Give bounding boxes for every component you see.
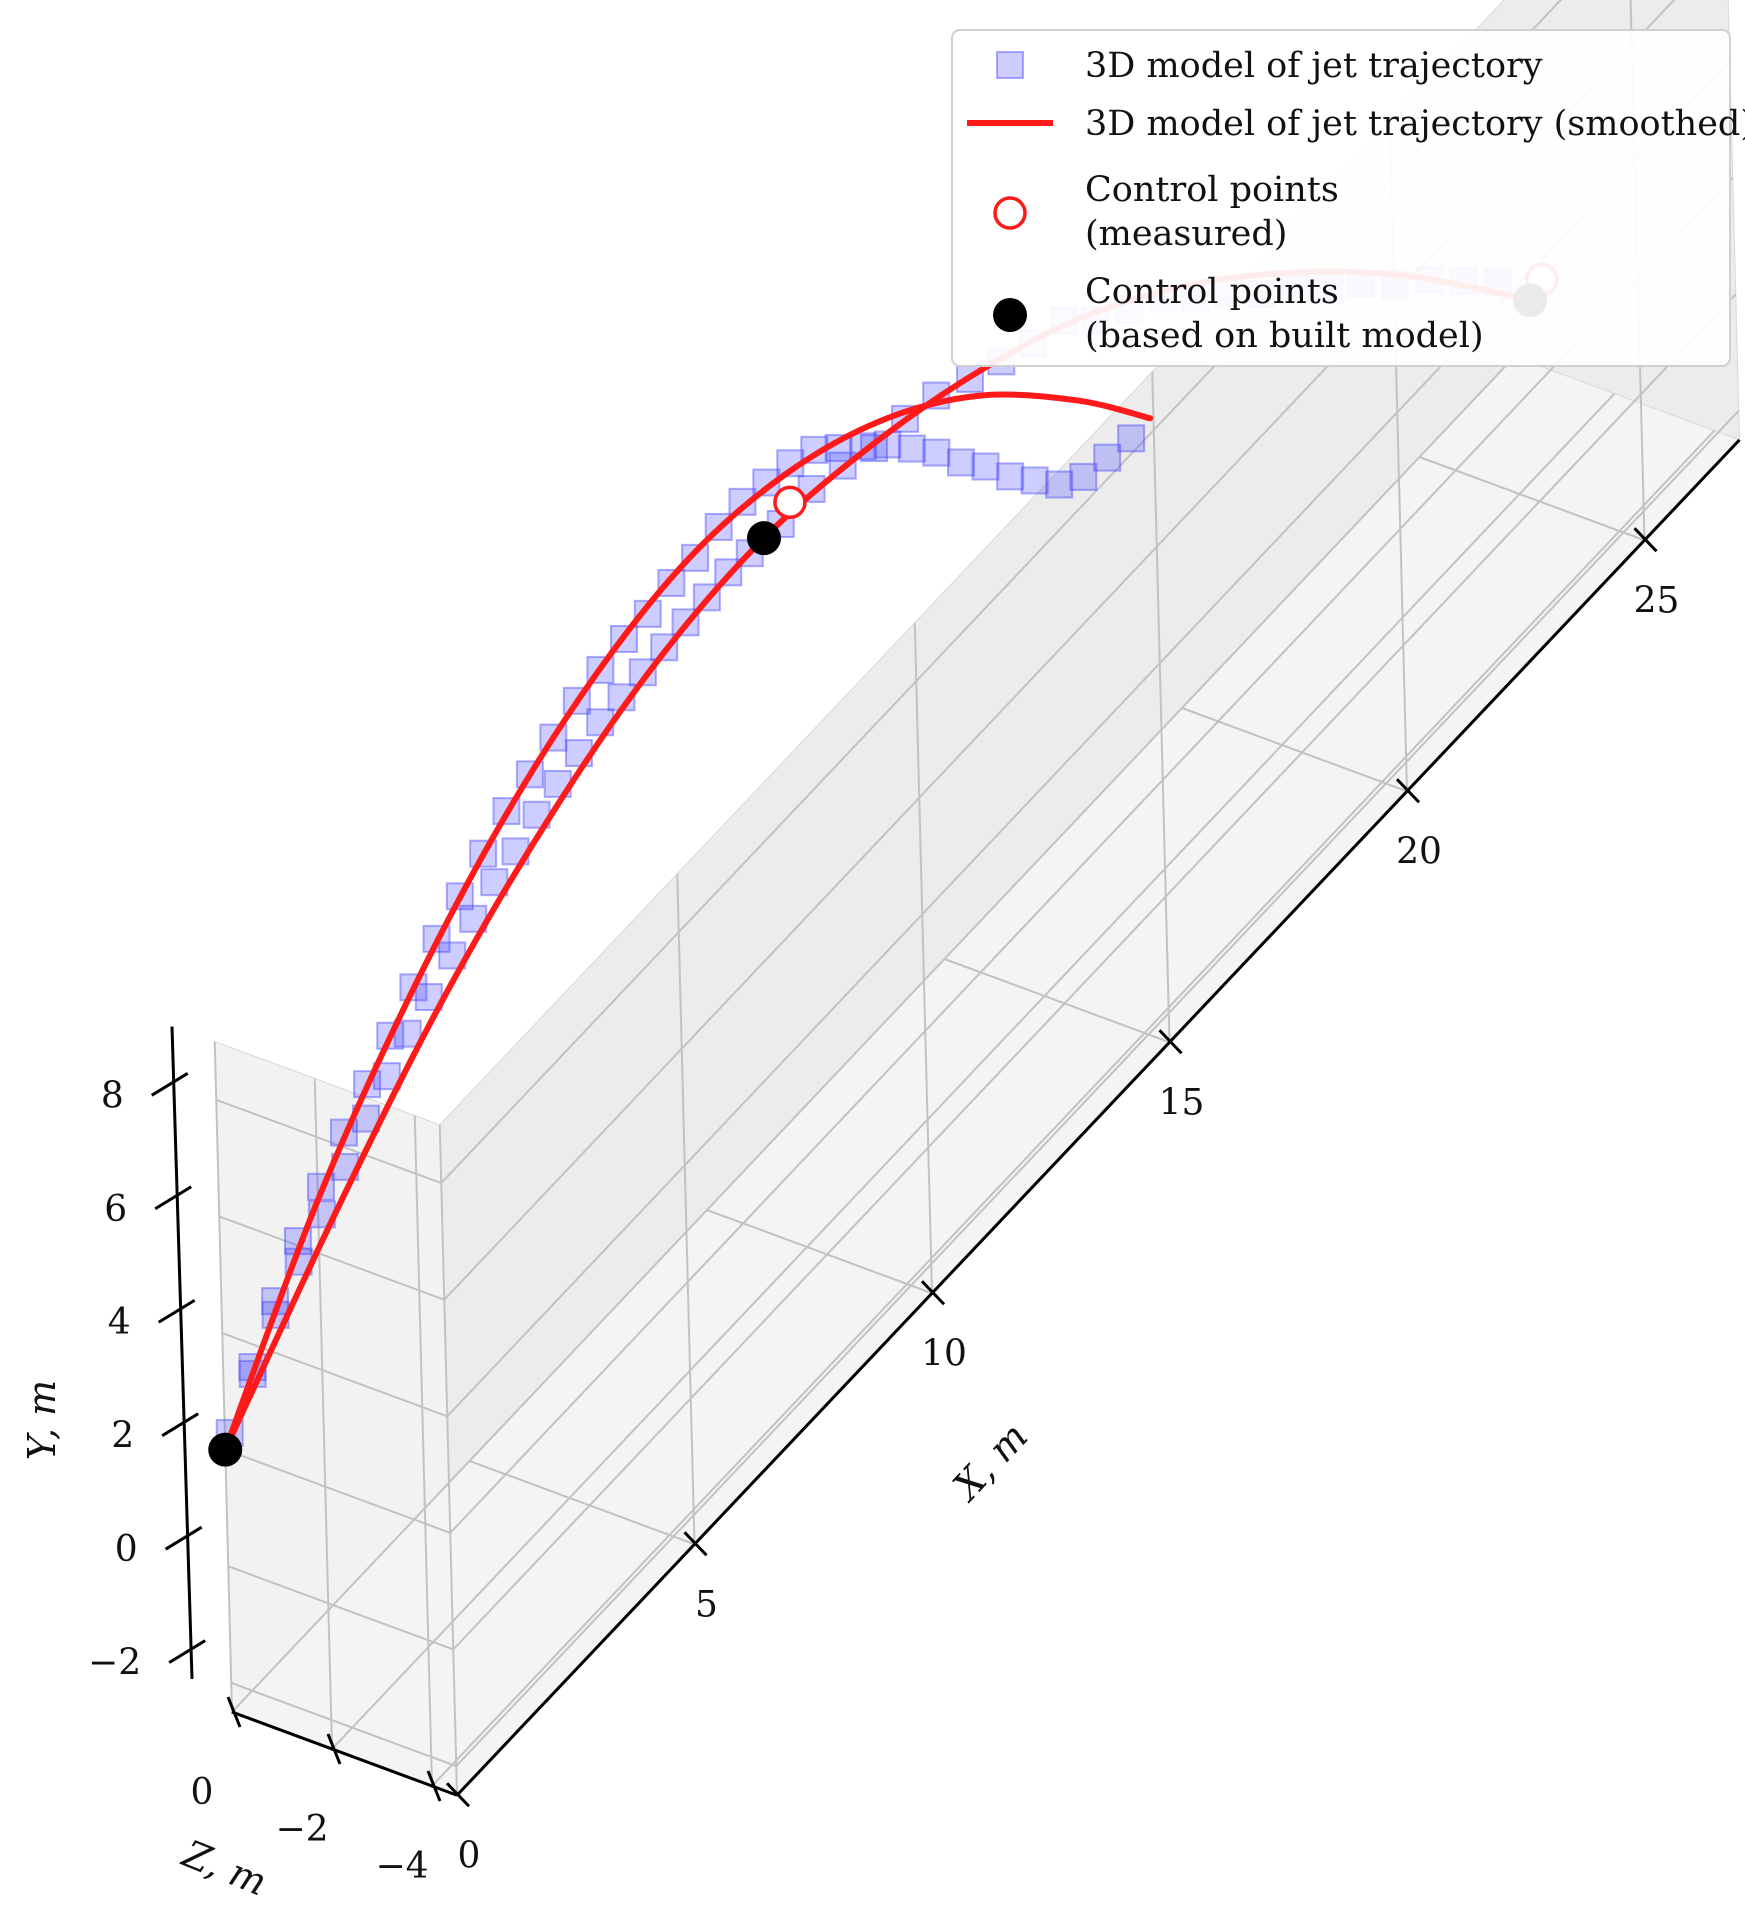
legend-box bbox=[951, 29, 1731, 367]
x-tick-label: 0 bbox=[458, 1835, 481, 1876]
trajectory-point bbox=[971, 452, 1000, 481]
legend-entry: Control points (based on built model) bbox=[1085, 272, 1484, 356]
trajectory-point bbox=[849, 432, 877, 461]
trajectory-point bbox=[897, 434, 926, 463]
x-tick bbox=[920, 1280, 946, 1306]
x-tick-label: 10 bbox=[921, 1333, 967, 1374]
y-axis-line bbox=[170, 1026, 194, 1680]
z-tick-label: −2 bbox=[275, 1809, 328, 1850]
x-axis-line bbox=[455, 438, 1741, 1797]
x-tick-label: 15 bbox=[1159, 1082, 1205, 1123]
grid-line-y bbox=[218, 0, 1676, 1301]
control-point-measured bbox=[773, 485, 807, 520]
x-tick bbox=[1395, 778, 1421, 804]
legend-entry-line: (based on built model) bbox=[1085, 316, 1484, 356]
trajectory-point bbox=[1117, 424, 1146, 453]
legend-entry-line: 3D model of jet trajectory (smoothed) bbox=[1085, 104, 1745, 144]
grid-line-y bbox=[227, 293, 1737, 1651]
y-tick-label: 2 bbox=[111, 1416, 134, 1457]
x-tick bbox=[445, 1782, 471, 1808]
axis-lines bbox=[150, 438, 1741, 1808]
trajectory-point bbox=[922, 438, 951, 467]
x-tick-label: 5 bbox=[695, 1584, 718, 1625]
x-tick bbox=[683, 1531, 708, 1557]
y-tick bbox=[154, 1185, 192, 1211]
smoothed-trajectory-line bbox=[222, 391, 1154, 1453]
y-tick-label: 4 bbox=[108, 1302, 131, 1343]
z-axis-title: Z, m bbox=[176, 1831, 273, 1904]
trajectory-point bbox=[996, 462, 1025, 491]
z-tick bbox=[226, 1696, 242, 1728]
legend-entry-line: 3D model of jet trajectory bbox=[1085, 46, 1543, 86]
y-tick bbox=[168, 1639, 206, 1664]
y-tick-label: −2 bbox=[88, 1643, 141, 1684]
legend-marker-measured bbox=[993, 196, 1027, 230]
y-tick-label: 0 bbox=[115, 1529, 138, 1570]
grid-line-y bbox=[230, 410, 1740, 1768]
y-tick-label: 6 bbox=[104, 1189, 127, 1230]
z-axis-line bbox=[231, 1710, 458, 1797]
z-tick-label: 0 bbox=[191, 1772, 214, 1813]
trajectory-point bbox=[1069, 462, 1098, 491]
legend-entry-line: Control points bbox=[1085, 170, 1339, 210]
trajectory-point bbox=[353, 1070, 382, 1099]
legend-entry-line: (measured) bbox=[1085, 214, 1287, 254]
control-point-built bbox=[208, 1432, 243, 1467]
legend-marker-built bbox=[993, 298, 1027, 332]
trajectory-point bbox=[1020, 466, 1049, 495]
legend-marker-scatter bbox=[996, 51, 1024, 79]
y-tick bbox=[157, 1298, 196, 1324]
grid-line-y bbox=[224, 176, 1734, 1535]
trajectory-point bbox=[1045, 470, 1074, 499]
trajectory-point bbox=[1093, 443, 1122, 472]
legend-entry: Control points (measured) bbox=[1085, 170, 1339, 254]
y-tick bbox=[164, 1525, 203, 1551]
control-point-built bbox=[747, 521, 781, 556]
legend-entry: 3D model of jet trajectory (smoothed) bbox=[1085, 104, 1745, 144]
legend-entry: 3D model of jet trajectory bbox=[1085, 46, 1543, 86]
y-tick-label: 8 bbox=[101, 1075, 124, 1116]
z-tick-label: −4 bbox=[375, 1846, 428, 1887]
legend-entry-line: Control points bbox=[1085, 272, 1339, 312]
x-tick-label: 25 bbox=[1634, 580, 1680, 621]
trajectory-point bbox=[564, 739, 593, 768]
z-tick bbox=[426, 1770, 442, 1802]
x-tick-label: 20 bbox=[1396, 831, 1442, 872]
z-tick bbox=[326, 1733, 342, 1765]
axes-panes bbox=[214, 0, 1741, 1797]
x-tick bbox=[1158, 1029, 1183, 1055]
x-tick bbox=[1633, 527, 1658, 553]
y-axis-title: Y, m bbox=[20, 1380, 64, 1460]
legend: 3D model of jet trajectory 3D model of je… bbox=[951, 29, 1745, 367]
grid-line-y bbox=[221, 60, 1731, 1418]
y-tick bbox=[161, 1412, 199, 1437]
trajectory-point bbox=[947, 448, 975, 477]
y-tick bbox=[150, 1072, 189, 1097]
x-axis-title: X, m bbox=[943, 1414, 1037, 1510]
